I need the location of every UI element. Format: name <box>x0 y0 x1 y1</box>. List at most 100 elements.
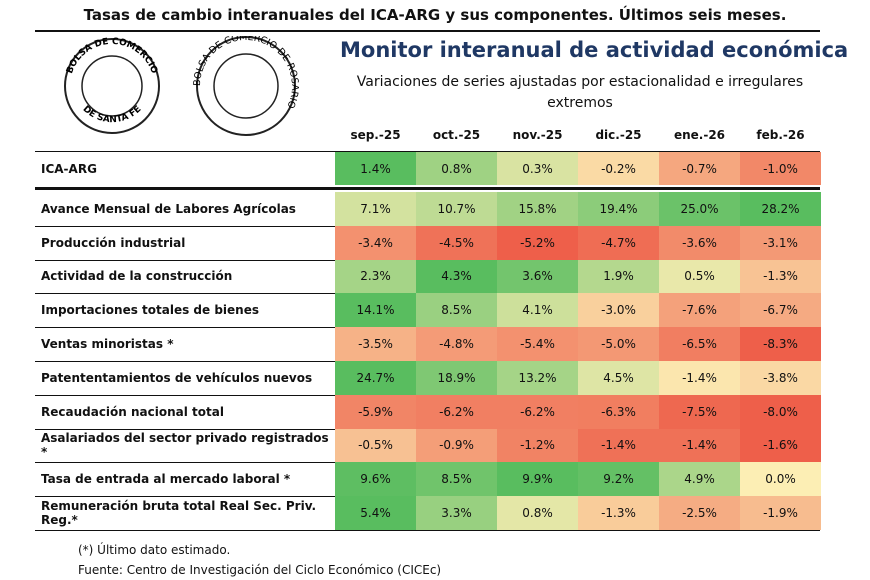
value-cell: 2.3% <box>335 259 416 294</box>
value-cell: 7.1% <box>335 192 416 226</box>
value-cell: -0.5% <box>335 428 416 463</box>
value-cell: 4.5% <box>578 361 659 395</box>
row-rule <box>35 187 820 190</box>
value-cell: -5.2% <box>497 225 578 260</box>
value-cell: 0.5% <box>659 259 740 294</box>
row-label: Recaudación nacional total <box>41 404 224 419</box>
value-cell: 1.4% <box>335 152 416 185</box>
column-header: feb.-26 <box>756 128 805 142</box>
row-label: Tasa de entrada al mercado laboral * <box>41 472 291 487</box>
value-cell: -1.4% <box>578 428 659 463</box>
footnote: (*) Último dato estimado. <box>78 543 231 557</box>
column-header: nov.-25 <box>512 128 563 142</box>
value-cell: 4.1% <box>497 293 578 328</box>
logo-ring <box>213 53 279 119</box>
value-cell: 18.9% <box>416 361 497 395</box>
value-cell: -1.3% <box>578 496 659 530</box>
source: Fuente: Centro de Investigación del Cicl… <box>78 563 442 577</box>
value-cell: -0.7% <box>659 152 740 185</box>
value-cell: -6.7% <box>740 293 821 328</box>
value-cell: -6.2% <box>416 394 497 429</box>
value-cell: 28.2% <box>740 192 821 226</box>
value-cell: -1.3% <box>740 259 821 294</box>
value-cell: -6.5% <box>659 327 740 361</box>
logo-text: BOLSA DE COMERCIO DE ROSARIO <box>192 36 300 110</box>
logos: BOLSA DE COMERCIO DE SANTA FE BOLSA DE C… <box>64 36 300 136</box>
value-cell: 3.3% <box>416 496 497 530</box>
value-cell: -3.5% <box>335 327 416 361</box>
value-cell: -3.4% <box>335 225 416 260</box>
column-header: dic.-25 <box>595 128 642 142</box>
value-cell: 13.2% <box>497 361 578 395</box>
row-label: Avance Mensual de Labores Agrícolas <box>41 201 296 216</box>
value-cell: 10.7% <box>416 192 497 226</box>
value-cell: 3.6% <box>497 259 578 294</box>
value-cell: 1.9% <box>578 259 659 294</box>
value-cell: -1.6% <box>740 428 821 463</box>
value-cell: -8.0% <box>740 394 821 429</box>
value-cell: -2.5% <box>659 496 740 530</box>
value-cell: -6.3% <box>578 394 659 429</box>
value-cell: 0.3% <box>497 152 578 185</box>
value-cell: 15.8% <box>497 192 578 226</box>
value-cell: 24.7% <box>335 361 416 395</box>
value-cell: -3.8% <box>740 361 821 395</box>
value-cell: -0.2% <box>578 152 659 185</box>
value-cell: -0.9% <box>416 428 497 463</box>
value-cell: -1.0% <box>740 152 821 185</box>
rule <box>35 30 820 32</box>
value-cell: -5.4% <box>497 327 578 361</box>
value-cell: 9.9% <box>497 462 578 497</box>
value-cell: 19.4% <box>578 192 659 226</box>
value-cell: 0.0% <box>740 462 821 497</box>
row-rule <box>35 530 820 531</box>
value-cell: -5.0% <box>578 327 659 361</box>
value-cell: -3.1% <box>740 225 821 260</box>
value-cell: -4.8% <box>416 327 497 361</box>
logo-ring <box>64 38 160 134</box>
value-cell: -1.2% <box>497 428 578 463</box>
row-label: Ventas minoristas * <box>41 337 174 352</box>
row-label: ICA-ARG <box>41 161 97 176</box>
column-header: ene.-26 <box>673 128 726 142</box>
logo-ring <box>196 36 296 136</box>
value-cell: -4.7% <box>578 225 659 260</box>
monitor-title: Monitor interanual de actividad económic… <box>340 38 849 62</box>
value-cell: 5.4% <box>335 496 416 530</box>
subtitle: Variaciones de series ajustadas por esta… <box>356 74 804 111</box>
value-cell: -1.9% <box>740 496 821 530</box>
row-label: Producción industrial <box>41 235 186 250</box>
value-cell: 0.8% <box>497 496 578 530</box>
logo-ring <box>81 55 143 117</box>
value-cell: 14.1% <box>335 293 416 328</box>
column-header: oct.-25 <box>432 128 481 142</box>
value-cell: -5.9% <box>335 394 416 429</box>
value-cell: 8.5% <box>416 462 497 497</box>
row-label: Patententamientos de vehículos nuevos <box>41 370 313 385</box>
page-title: Tasas de cambio interanuales del ICA-ARG… <box>83 6 787 24</box>
value-cell: 9.6% <box>335 462 416 497</box>
value-cell: 4.3% <box>416 259 497 294</box>
value-cell: 0.8% <box>416 152 497 185</box>
column-header: sep.-25 <box>350 128 401 142</box>
logo-text: DE SANTA FE <box>81 104 144 125</box>
value-cell: 9.2% <box>578 462 659 497</box>
value-cell: -4.5% <box>416 225 497 260</box>
value-cell: -3.0% <box>578 293 659 328</box>
value-cell: -7.6% <box>659 293 740 328</box>
value-cell: -1.4% <box>659 428 740 463</box>
value-cell: -7.5% <box>659 394 740 429</box>
value-cell: 4.9% <box>659 462 740 497</box>
value-cell: -1.4% <box>659 361 740 395</box>
value-cell: -3.6% <box>659 225 740 260</box>
value-cell: 25.0% <box>659 192 740 226</box>
row-label: Actividad de la construcción <box>41 269 233 284</box>
row-label: Remuneración bruta total Real Sec. Priv.… <box>41 499 317 528</box>
row-rule <box>35 151 820 152</box>
row-label: Asalariados del sector privado registrad… <box>41 431 329 460</box>
row-label: Importaciones totales de bienes <box>41 303 259 318</box>
value-cell: -6.2% <box>497 394 578 429</box>
value-cell: 8.5% <box>416 293 497 328</box>
value-cell: -8.3% <box>740 327 821 361</box>
